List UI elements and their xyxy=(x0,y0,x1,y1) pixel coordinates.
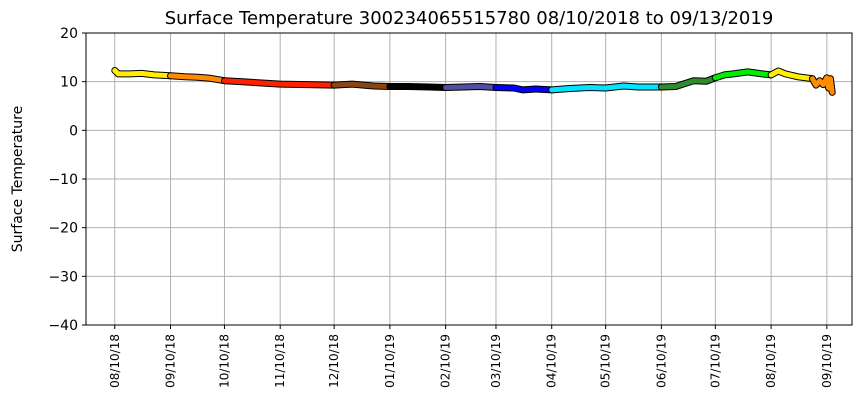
series-line xyxy=(112,68,173,79)
x-tick-label: 09/10/19 xyxy=(820,334,834,388)
chart-title: Surface Temperature 300234065515780 08/1… xyxy=(165,8,774,29)
series-line xyxy=(712,69,774,81)
x-tick-label: 06/10/19 xyxy=(654,334,668,388)
y-tick-label: −40 xyxy=(48,318,78,334)
x-tick-label: 01/10/19 xyxy=(383,334,397,388)
x-tick-label: 03/10/19 xyxy=(489,334,503,388)
x-tick-label: 09/10/18 xyxy=(164,334,178,388)
series-line xyxy=(549,83,664,93)
x-tick-label: 04/10/19 xyxy=(545,334,559,388)
series-line xyxy=(443,84,499,90)
x-tick-label: 08/10/18 xyxy=(108,334,122,388)
x-tick-label: 12/10/18 xyxy=(327,334,341,388)
y-axis-label: Surface Temperature xyxy=(10,106,26,252)
y-tick-label: −30 xyxy=(48,269,78,285)
x-axis-ticks: 08/10/18 09/10/18 10/10/18 11/10/18 12/10/18… xyxy=(108,325,834,388)
y-tick-label: 10 xyxy=(60,75,78,91)
series-line xyxy=(168,73,227,84)
x-tick-label: 08/10/19 xyxy=(764,334,778,388)
series-line xyxy=(768,68,815,82)
series-line xyxy=(331,81,393,89)
series-line xyxy=(809,75,835,95)
series-line xyxy=(222,78,337,88)
y-axis-ticks: 20 10 0 −10 −20 −30 −40 xyxy=(48,26,86,334)
x-tick-label: 11/10/18 xyxy=(273,334,287,388)
y-tick-label: −10 xyxy=(48,172,78,188)
plot-series xyxy=(111,67,836,96)
y-tick-label: 20 xyxy=(60,26,78,42)
x-tick-label: 07/10/19 xyxy=(708,334,722,388)
series-line xyxy=(493,85,555,93)
x-tick-label: 05/10/19 xyxy=(599,334,613,388)
x-tick-label: 10/10/18 xyxy=(217,334,231,388)
x-tick-label: 02/10/19 xyxy=(439,334,453,388)
y-tick-label: 0 xyxy=(69,123,78,139)
series-line xyxy=(387,84,449,90)
series-line xyxy=(658,75,718,90)
y-tick-label: −20 xyxy=(48,221,78,237)
